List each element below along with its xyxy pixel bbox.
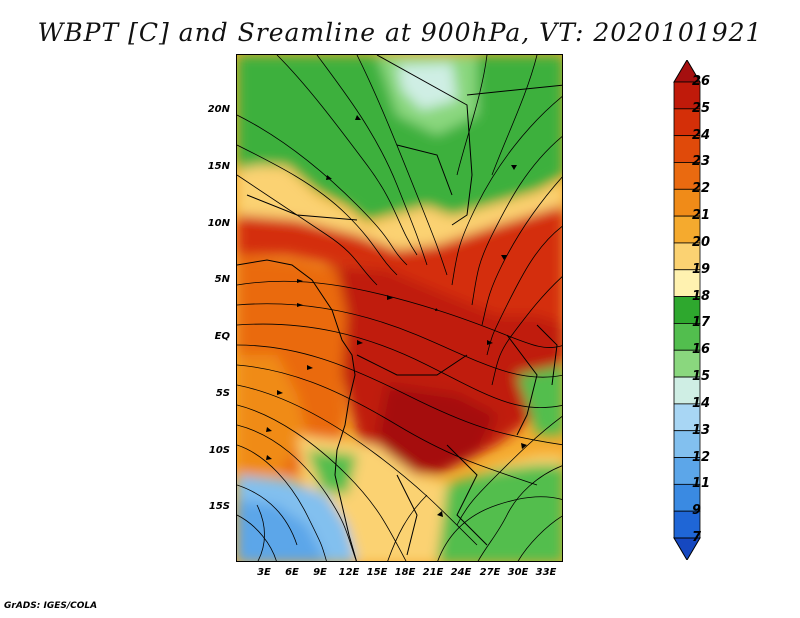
- colorbar-segment: [673, 108, 701, 137]
- colorbar-label: 16: [692, 342, 711, 358]
- lat-label: EQ: [214, 331, 230, 342]
- colorbar-segment: [673, 296, 701, 324]
- wbpt-field: [237, 55, 562, 561]
- colorbar-segment: [673, 215, 701, 244]
- lat-label: 5S: [215, 388, 230, 399]
- lat-label: 20N: [207, 104, 230, 115]
- colorbar-label: 22: [692, 181, 711, 197]
- lat-label: 10N: [207, 218, 230, 229]
- colorbar-label: 25: [692, 100, 711, 116]
- colorbar-segment: [673, 457, 701, 485]
- colorbar-label: 17: [692, 315, 711, 331]
- lon-label: 15E: [366, 567, 388, 578]
- colorbar-label: 21: [692, 208, 711, 224]
- streamline-arrows: [266, 115, 527, 517]
- colorbar: [673, 60, 701, 560]
- lon-label: 24E: [450, 567, 472, 578]
- colorbar-label: 18: [692, 288, 711, 304]
- colorbar-segment: [673, 376, 701, 405]
- colorbar-segment: [673, 323, 701, 351]
- lon-label: 21E: [422, 567, 444, 578]
- lat-label: 5N: [214, 274, 230, 285]
- colorbar-segment: [673, 162, 701, 190]
- colorbar-label: 24: [692, 127, 711, 143]
- colorbar-label: 12: [692, 449, 711, 465]
- lon-label: 33E: [535, 567, 557, 578]
- colorbar-segment: [673, 188, 701, 217]
- colorbar-segment: [673, 242, 701, 271]
- colorbar-segment: [673, 430, 701, 458]
- lon-label: 18E: [394, 567, 416, 578]
- colorbar-label: 15: [692, 369, 711, 385]
- colorbar-label: 11: [692, 476, 711, 492]
- map-panel: [236, 54, 563, 562]
- lat-label: 15N: [207, 161, 230, 172]
- chart-title: WBPT [C] and Sreamline at 900hPa, VT: 20…: [37, 18, 763, 47]
- colorbar-label: 26: [692, 74, 711, 89]
- lon-label: 12E: [338, 567, 360, 578]
- colorbar-segment: [673, 269, 701, 297]
- streamlines: [237, 55, 562, 561]
- lon-label: 30E: [507, 567, 529, 578]
- lat-label: 15S: [208, 501, 230, 512]
- colorbar-label: 13: [692, 422, 711, 438]
- colorbar-label: 23: [692, 154, 711, 170]
- colorbar-segment: [673, 349, 701, 378]
- colorbar-label: 19: [692, 261, 711, 277]
- lon-label: 27E: [479, 567, 501, 578]
- colorbar-label: 7: [692, 530, 702, 545]
- footer-credit: GrADS: IGES/COLA: [4, 601, 98, 611]
- colorbar-label: 20: [692, 234, 711, 250]
- lon-label: 6E: [285, 567, 299, 578]
- colorbar-cap-bottom: [673, 537, 701, 560]
- lon-label: 3E: [257, 567, 271, 578]
- lat-label: 10S: [208, 445, 230, 456]
- colorbar-label: 14: [692, 395, 711, 411]
- colorbar-segment: [673, 510, 701, 539]
- colorbar-label: 9: [692, 503, 702, 519]
- lon-label: 9E: [313, 567, 327, 578]
